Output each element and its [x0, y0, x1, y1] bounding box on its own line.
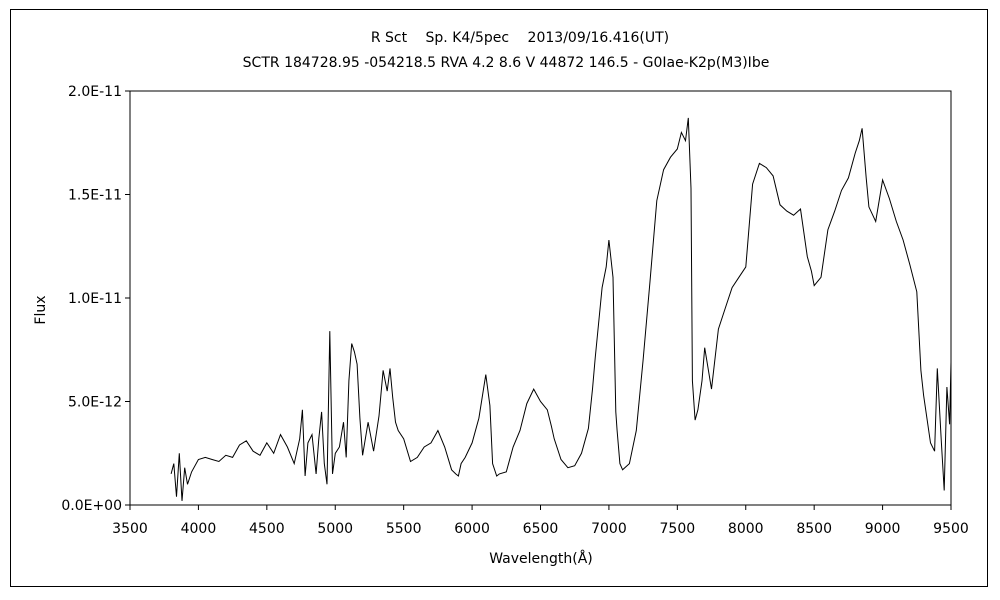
x-tick-label: 7000	[591, 521, 627, 537]
x-tick-label: 8000	[728, 521, 764, 537]
plot-area	[129, 90, 952, 506]
y-tick-label: 5.0E-12	[68, 395, 122, 411]
x-tick-label: 6000	[454, 521, 490, 537]
x-tick-label: 4500	[249, 521, 285, 537]
spectrum-line	[170, 117, 952, 501]
x-axis: 3500 4000 4500 5000 5500 6000 6500 7000 7500 8000…	[112, 505, 969, 537]
y-axis-label: Flux	[33, 295, 49, 324]
x-tick-label: 5000	[317, 521, 353, 537]
chart-frame	[10, 9, 988, 587]
x-tick-label: 7500	[660, 521, 696, 537]
y-tick-label: 1.5E-11	[68, 188, 122, 204]
x-tick-label: 3500	[112, 521, 148, 537]
x-tick-label: 9000	[865, 521, 901, 537]
x-tick-label: 8500	[796, 521, 832, 537]
y-tick-label: 2.0E-11	[68, 84, 122, 100]
y-tick-label: 0.0E+00	[61, 498, 122, 514]
x-tick-label: 9500	[933, 521, 969, 537]
chart-title: R Sct Sp. K4/5pec 2013/09/16.416(UT)	[371, 30, 669, 46]
x-axis-label: Wavelength(Å)	[489, 550, 593, 567]
x-tick-label: 6500	[523, 521, 559, 537]
y-axis: 0.0E+00 5.0E-12 1.0E-11 1.5E-11 2.0E-11	[61, 84, 130, 514]
x-tick-label: 4000	[181, 521, 217, 537]
chart-subtitle: SCTR 184728.95 -054218.5 RVA 4.2 8.6 V 4…	[243, 55, 770, 71]
y-tick-label: 1.0E-11	[68, 291, 122, 307]
x-tick-label: 5500	[386, 521, 422, 537]
